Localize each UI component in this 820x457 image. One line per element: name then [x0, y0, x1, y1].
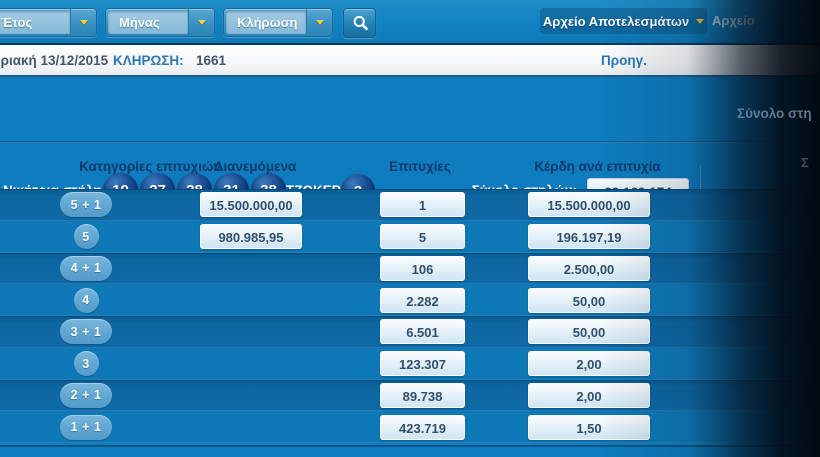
category-pill: 4	[73, 287, 99, 313]
chevron-down-icon	[696, 18, 705, 24]
draw-date: Κυριακή 13/12/2015	[0, 53, 109, 68]
archive-results-button[interactable]: Αρχείο Αποτελεσμάτων	[540, 8, 707, 34]
filter-month-arrow-button[interactable]	[188, 9, 214, 36]
chevron-down-icon	[197, 20, 206, 25]
prize-value: 196.197,19	[528, 224, 650, 250]
table-row: 4 2.282 50,00	[0, 284, 820, 316]
faint-next-panel-label: Σύνολο στη	[737, 106, 812, 121]
filter-year-dropdown[interactable]: Έτος	[0, 8, 97, 37]
search-icon	[353, 15, 368, 31]
filter-month-dropdown[interactable]: Μήνας	[105, 8, 215, 37]
table-row: 3 + 1 6.501 50,00	[0, 316, 820, 348]
category-pill: 5 + 1	[59, 192, 113, 218]
hits-value: 2.282	[380, 287, 465, 313]
hits-value: 5	[380, 224, 465, 250]
category-pill: 2 + 1	[59, 382, 113, 408]
header-hits: Επιτυχίες	[389, 159, 451, 174]
category-pill: 3 + 1	[59, 319, 113, 345]
draw-number: 1661	[196, 53, 227, 68]
previous-draw-link[interactable]: Προηγ.	[601, 53, 647, 68]
table-row: 5 + 1 15.500.000,00 1 15.500.000,00	[0, 189, 820, 221]
filter-month-label: Μήνας	[108, 11, 188, 34]
filter-draw-label: Κλήρωση	[226, 11, 306, 34]
category-pill: 1 + 1	[59, 414, 113, 440]
prize-value: 50,00	[528, 287, 650, 313]
search-button[interactable]	[343, 8, 376, 38]
filter-year-arrow-button[interactable]	[70, 9, 96, 36]
category-pill: 4 + 1	[59, 255, 113, 281]
prize-value: 2,00	[528, 351, 650, 377]
filter-toolbar: Έτος Μήνας Κλήρωση Αρχείο Αποτελεσμάτων …	[0, 0, 820, 45]
category-pill: 5	[73, 224, 99, 250]
prize-value: 2,00	[528, 382, 650, 408]
prize-value: 50,00	[528, 319, 650, 345]
chevron-down-icon	[79, 20, 88, 25]
header-prize-per-hit: Κέρδη ανά επιτυχία	[534, 159, 661, 174]
draw-info-bar: Κυριακή 13/12/2015 ΚΛΗΡΩΣΗ: 1661 Προηγ.	[0, 45, 820, 77]
table-row: 5 980.985,95 5 196.197,19	[0, 220, 820, 253]
table-row: 4 + 1 106 2.500,00	[0, 252, 820, 285]
distributed-value: 15.500.000,00	[200, 192, 302, 218]
hits-value: 89.738	[380, 382, 465, 408]
winning-numbers-section: Νικήτρια στήλη: 10 27 28 31 38 ΤΖΟΚΕΡ: 3…	[0, 77, 820, 213]
hits-value: 1	[380, 192, 465, 218]
draw-number-label: ΚΛΗΡΩΣΗ:	[113, 53, 184, 68]
filter-draw-dropdown[interactable]: Κλήρωση	[223, 8, 333, 37]
table-row: 3 123.307 2,00	[0, 347, 820, 380]
table-row: 1 + 1 423.719 1,50	[0, 411, 820, 443]
table-header-row: Κατηγορίες επιτυχιών Διανεμόμενα Επιτυχί…	[0, 145, 820, 189]
prize-table: 5 + 1 15.500.000,00 1 15.500.000,00 5 98…	[0, 189, 820, 443]
archive-link[interactable]: Αρχείο	[712, 13, 755, 28]
filter-draw-arrow-button[interactable]	[306, 9, 332, 36]
header-categories: Κατηγορίες επιτυχιών	[79, 159, 221, 174]
prize-value: 2.500,00	[528, 255, 650, 281]
archive-results-label: Αρχείο Αποτελεσμάτων	[542, 13, 690, 29]
hits-value: 123.307	[380, 351, 465, 377]
bottom-divider	[0, 445, 820, 447]
hits-value: 423.719	[380, 414, 465, 440]
category-pill: 3	[73, 351, 99, 377]
hits-value: 6.501	[380, 319, 465, 345]
header-distributed: Διανεμόμενα	[213, 159, 297, 174]
faint-next-panel-label: Σ	[801, 155, 809, 170]
prize-value: 1,50	[528, 414, 650, 440]
filter-year-label: Έτος	[0, 11, 70, 34]
table-row: 2 + 1 89.738 2,00	[0, 379, 820, 412]
chevron-down-icon	[315, 20, 324, 25]
hits-value: 106	[380, 255, 465, 281]
prize-value: 15.500.000,00	[528, 192, 650, 218]
distributed-value: 980.985,95	[200, 224, 302, 250]
